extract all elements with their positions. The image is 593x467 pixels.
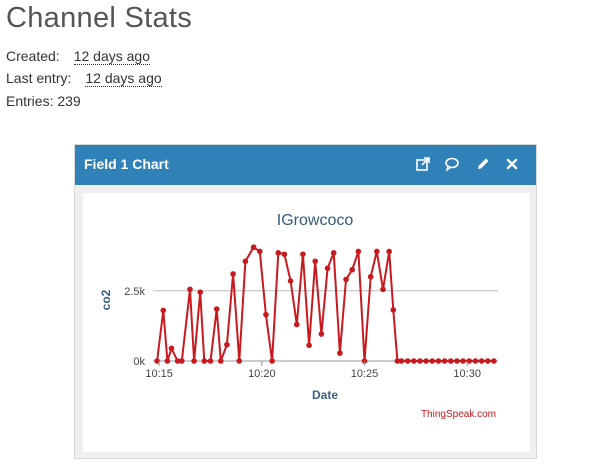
data-point[interactable] <box>256 248 263 255</box>
data-point[interactable] <box>269 358 275 364</box>
data-point[interactable] <box>337 350 343 356</box>
y-tick-label: 0k <box>133 356 145 368</box>
data-point[interactable] <box>168 345 175 352</box>
data-point[interactable] <box>197 289 204 295</box>
y-tick-label: 2.5k <box>124 286 145 298</box>
data-point[interactable] <box>330 250 337 256</box>
data-point[interactable] <box>349 266 355 273</box>
data-point[interactable] <box>441 358 448 364</box>
last-entry-value: 12 days ago <box>85 70 162 87</box>
data-point[interactable] <box>242 258 249 265</box>
data-point[interactable] <box>236 358 243 364</box>
series-line <box>156 245 494 362</box>
data-point[interactable] <box>187 286 193 293</box>
comment-icon[interactable] <box>443 155 461 173</box>
created-value: 12 days ago <box>73 48 150 65</box>
data-point[interactable] <box>201 358 208 364</box>
data-point[interactable] <box>174 358 181 364</box>
data-point[interactable] <box>447 358 454 364</box>
data-point[interactable] <box>435 358 442 364</box>
data-point[interactable] <box>394 358 401 364</box>
data-point[interactable] <box>478 358 485 364</box>
y-axis-label: co2 <box>99 289 113 310</box>
data-point[interactable] <box>164 358 171 364</box>
data-point[interactable] <box>324 265 331 272</box>
data-point[interactable] <box>343 276 349 283</box>
data-point[interactable] <box>207 358 214 364</box>
data-point[interactable] <box>281 251 288 258</box>
external-link-icon[interactable] <box>414 155 432 173</box>
data-point[interactable] <box>454 358 460 364</box>
chart-title: IGrowcoco <box>277 212 354 229</box>
data-point[interactable] <box>217 358 224 364</box>
data-point[interactable] <box>275 250 282 256</box>
x-tick-label: 10:20 <box>248 368 276 380</box>
x-tick-label: 10:25 <box>351 368 379 380</box>
data-point[interactable] <box>154 358 160 364</box>
panel-header: Field 1 Chart <box>75 145 536 185</box>
data-point[interactable] <box>224 341 230 348</box>
data-point[interactable] <box>287 278 294 284</box>
data-point[interactable] <box>250 244 257 251</box>
data-point[interactable] <box>491 358 497 364</box>
data-point[interactable] <box>213 306 220 312</box>
data-point[interactable] <box>293 321 300 328</box>
data-point[interactable] <box>380 286 386 293</box>
data-point[interactable] <box>178 358 185 364</box>
data-point[interactable] <box>160 307 167 314</box>
line-chart: IGrowcoco co2 Date ThingSpeak.com 0k 2.5k… <box>99 212 498 420</box>
data-point[interactable] <box>355 248 362 255</box>
chart-credit[interactable]: ThingSpeak.com <box>421 409 496 420</box>
data-point[interactable] <box>429 358 436 364</box>
created-label: Created: <box>6 48 60 64</box>
data-point[interactable] <box>398 358 405 364</box>
data-point[interactable] <box>390 307 397 313</box>
data-point[interactable] <box>367 273 374 280</box>
data-point[interactable] <box>318 331 325 337</box>
data-point[interactable] <box>417 358 423 364</box>
last-entry-row: Last entry: 12 days ago <box>6 70 162 87</box>
data-point[interactable] <box>312 258 319 265</box>
data-point[interactable] <box>411 358 417 364</box>
entries-count: Entries: 239 <box>6 93 81 109</box>
data-point[interactable] <box>230 271 236 277</box>
x-tick-label: 10:15 <box>145 368 173 380</box>
data-point[interactable] <box>484 358 491 364</box>
data-point[interactable] <box>263 311 269 318</box>
data-point[interactable] <box>374 248 380 255</box>
chart-area: IGrowcoco co2 Date ThingSpeak.com 0k 2.5k… <box>83 193 530 452</box>
data-point[interactable] <box>466 358 473 364</box>
close-icon[interactable] <box>503 155 521 173</box>
data-point[interactable] <box>306 342 312 349</box>
created-row: Created: 12 days ago <box>6 48 150 65</box>
x-axis-label: Date <box>312 388 338 402</box>
chart-panel: Field 1 Chart IGrowcoco c <box>74 144 537 459</box>
pencil-icon[interactable] <box>474 155 492 173</box>
page-title: Channel Stats <box>6 2 193 34</box>
data-point[interactable] <box>460 358 466 364</box>
data-point[interactable] <box>423 358 429 364</box>
data-point[interactable] <box>386 248 392 255</box>
data-point[interactable] <box>404 358 411 364</box>
panel-title: Field 1 Chart <box>84 156 169 172</box>
last-entry-label: Last entry: <box>6 70 72 86</box>
data-point[interactable] <box>472 358 479 364</box>
data-point[interactable] <box>300 251 306 258</box>
data-point[interactable] <box>191 358 197 364</box>
x-tick-label: 10:30 <box>453 368 481 380</box>
